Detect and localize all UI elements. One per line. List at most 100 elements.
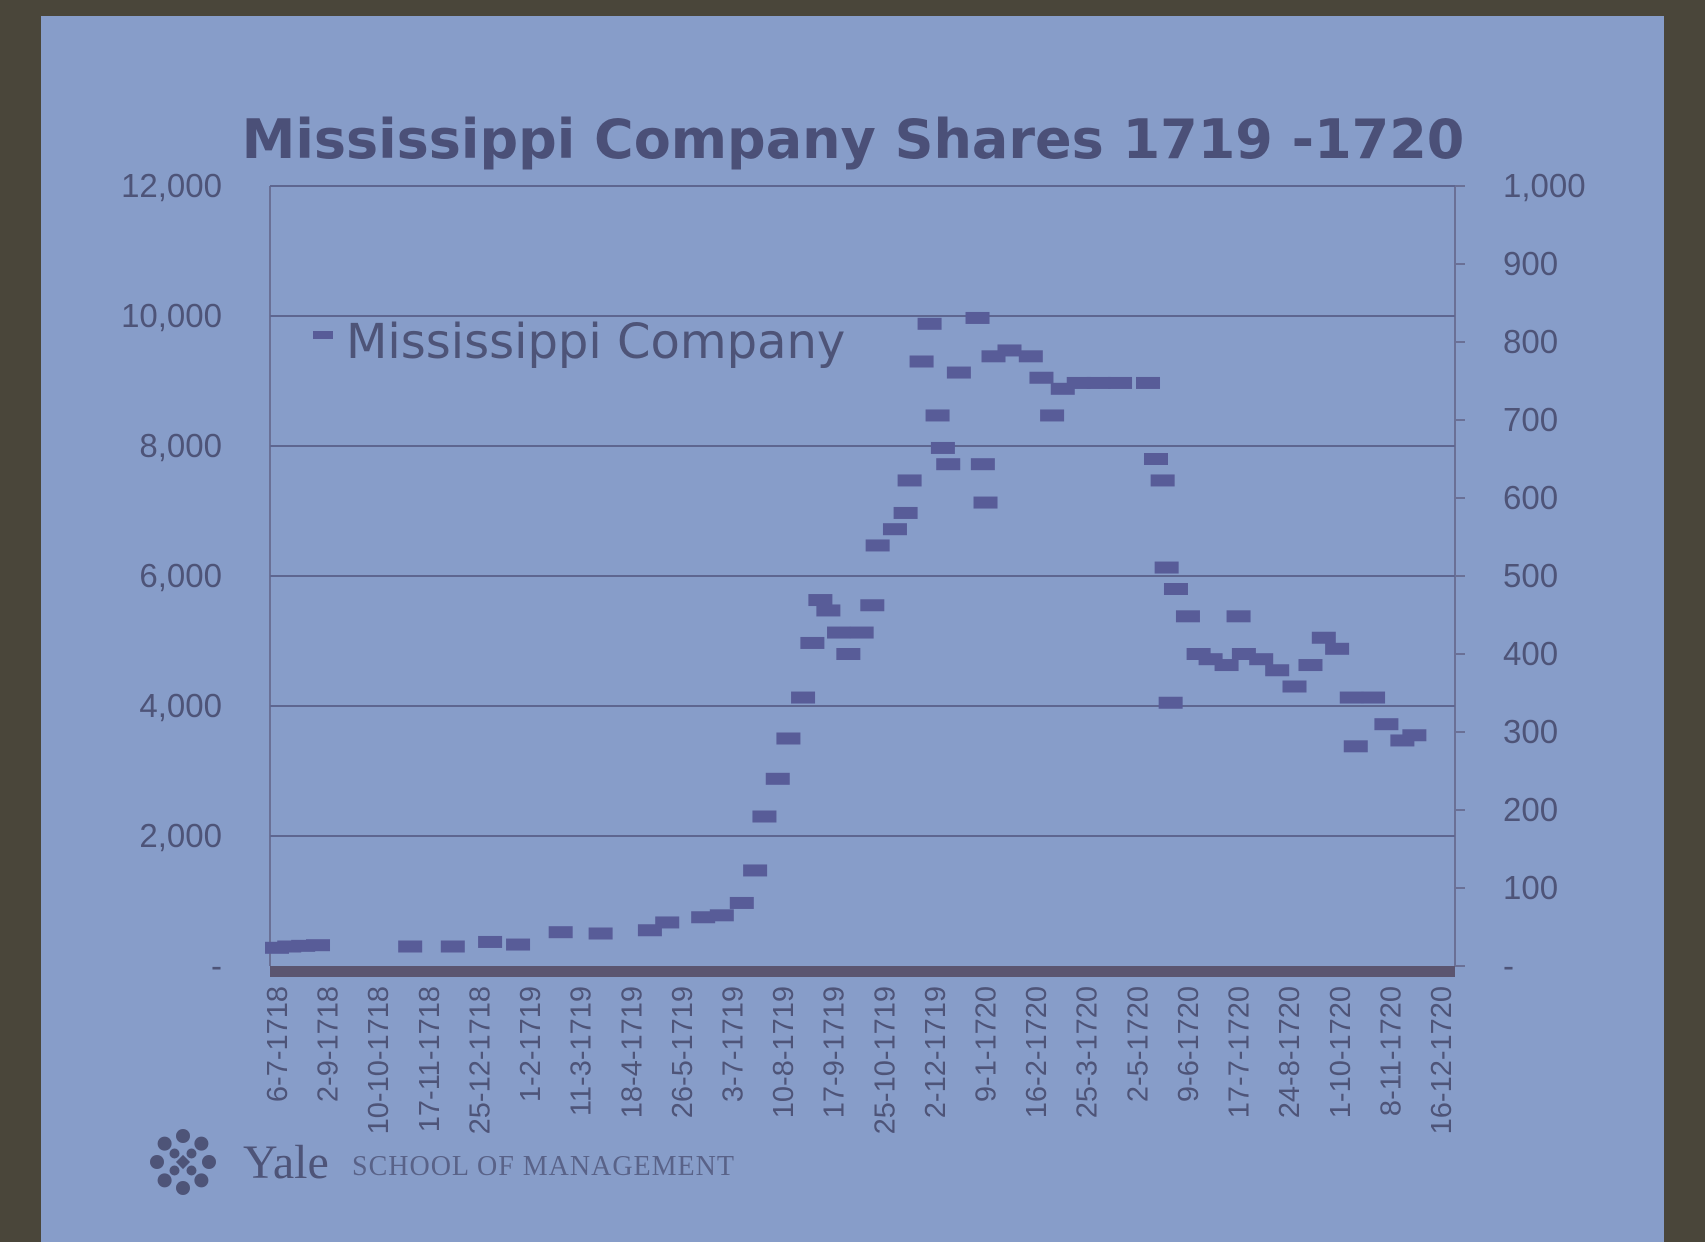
chart-title: Mississippi Company Shares 1719 -1720 (242, 108, 1465, 171)
data-point (965, 311, 990, 324)
data-point (946, 366, 971, 379)
left-tick-label: 6,000 (139, 557, 222, 594)
x-tick-label: 9-6-1720 (1173, 986, 1205, 1102)
data-point (478, 935, 503, 948)
logo-dot (176, 1181, 190, 1195)
data-point (816, 604, 841, 617)
x-tick-label: 25-3-1720 (1072, 986, 1104, 1118)
data-point (1374, 718, 1399, 731)
x-tick-label: 3-7-1719 (717, 986, 749, 1102)
data-point (1018, 350, 1043, 363)
data-point (506, 938, 531, 951)
right-tick-label: 800 (1503, 323, 1558, 360)
right-tick-label: 1,000 (1503, 167, 1586, 204)
right-tick-label: 300 (1503, 713, 1558, 750)
data-point (897, 474, 922, 487)
gridlines (269, 185, 1456, 977)
data-point (791, 691, 816, 704)
data-point (930, 441, 955, 454)
data-point (1325, 642, 1350, 655)
legend-label: Mississippi Company (346, 314, 845, 370)
left-tick-label: 2,000 (139, 817, 222, 854)
data-point (440, 940, 465, 953)
left-tick-label: - (211, 947, 222, 984)
right-tick-label: 700 (1503, 401, 1558, 438)
right-tick-label: 500 (1503, 557, 1558, 594)
data-point (827, 626, 852, 639)
logo-subtitle: SCHOOL OF MANAGEMENT (352, 1151, 735, 1182)
right-tick-label: 600 (1503, 479, 1558, 516)
x-tick-label: 9-1-1720 (971, 986, 1003, 1102)
x-tick-label: 24-8-1720 (1274, 986, 1306, 1118)
logo-dot (186, 1148, 197, 1159)
right-tick-label: 100 (1503, 869, 1558, 906)
data-point (1066, 376, 1091, 389)
right-tick-label: 400 (1503, 635, 1558, 672)
logo-dot (150, 1155, 164, 1169)
x-tick-label: 16-2-1720 (1021, 986, 1053, 1118)
right-tick-label: - (1503, 947, 1514, 984)
data-point (1086, 376, 1111, 389)
x-tick-label: 25-10-1719 (869, 986, 901, 1134)
left-tick-label: 8,000 (139, 427, 222, 464)
data-point (1163, 583, 1188, 595)
left-tick-label: 10,000 (121, 297, 222, 334)
data-point (1029, 371, 1054, 384)
data-point (936, 458, 961, 471)
data-point (808, 594, 833, 607)
logo-name: Yale (243, 1136, 329, 1189)
data-point (729, 896, 754, 909)
logo-dot (194, 1136, 209, 1151)
data-point (925, 409, 950, 422)
right-tick-label: 900 (1503, 245, 1558, 282)
data-points (265, 311, 1427, 954)
x-tick-label: 10-8-1719 (768, 986, 800, 1118)
data-point (973, 496, 998, 509)
data-point (398, 940, 423, 953)
data-point (588, 927, 613, 940)
data-point (709, 909, 734, 922)
data-point (548, 926, 573, 939)
x-tick-label: 8-11-1720 (1375, 986, 1407, 1116)
data-point (800, 636, 825, 649)
x-tick-label: 26-5-1719 (667, 986, 699, 1118)
legend-marker (313, 331, 333, 339)
x-tick-label: 2-9-1718 (313, 986, 345, 1102)
left-axis: 12,000 10,000 8,000 6,000 4,000 2,000 - (121, 167, 222, 984)
data-point (1136, 376, 1161, 389)
left-tick-label: 12,000 (121, 167, 222, 204)
logo-dot (157, 1173, 172, 1188)
data-point (306, 939, 331, 952)
logo-dot (186, 1165, 197, 1176)
left-tick-label: 4,000 (139, 687, 222, 724)
data-point (1361, 691, 1386, 704)
data-point (917, 317, 942, 330)
data-point (836, 648, 861, 660)
logo-dot (176, 1129, 190, 1143)
data-point (752, 810, 777, 823)
data-point (909, 355, 934, 368)
data-point (970, 458, 995, 471)
x-axis: 6-7-1718 2-9-1718 10-10-1718 17-11-1718 25-1… (262, 986, 1458, 1134)
data-point (1282, 680, 1307, 693)
x-tick-label: 17-9-1719 (819, 986, 851, 1118)
x-tick-label: 1-10-1720 (1325, 986, 1357, 1118)
data-point (776, 732, 801, 745)
data-point (882, 523, 907, 536)
data-point (865, 539, 890, 552)
logo-dot (169, 1148, 180, 1159)
data-point (893, 506, 918, 519)
data-point (1108, 376, 1133, 389)
x-tick-label: 17-7-1720 (1224, 986, 1256, 1118)
data-point (1343, 740, 1368, 753)
data-point (1226, 610, 1251, 623)
logo-dot (202, 1155, 216, 1169)
data-point (1311, 631, 1336, 644)
data-point (860, 599, 885, 612)
data-point (1402, 729, 1427, 742)
x-axis-baseline (270, 966, 1455, 977)
x-tick-label: 2-12-1719 (920, 986, 952, 1118)
data-point (997, 344, 1022, 357)
